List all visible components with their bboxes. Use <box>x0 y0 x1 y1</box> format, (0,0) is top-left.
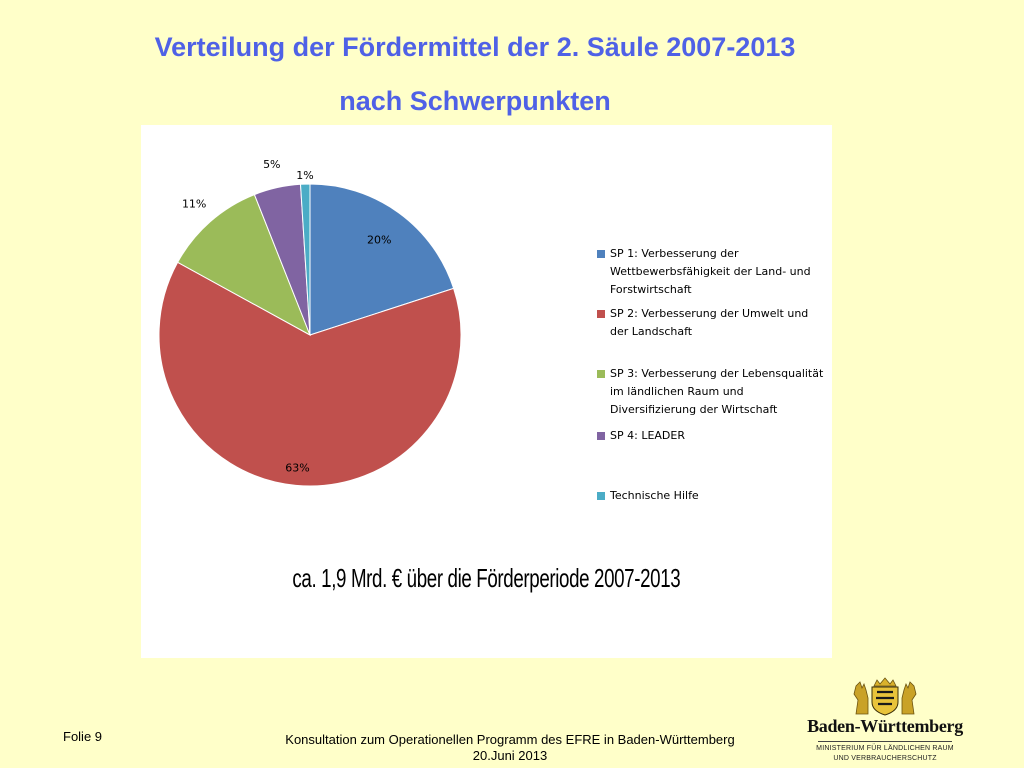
footer-line-1: Konsultation zum Operationellen Programm… <box>285 732 735 747</box>
slide-number: Folie 9 <box>63 729 103 744</box>
pie-label-sp4: 5% <box>263 158 280 171</box>
pie-label-sp2: 63% <box>285 461 309 474</box>
logo-divider <box>818 741 952 742</box>
slide-title: Verteilung der Fördermittel der 2. Säule… <box>154 32 796 62</box>
legend-swatch-sp3 <box>597 370 605 378</box>
legend-item-technische-hilfe: Technische Hilfe <box>597 487 827 505</box>
logo-name: Baden-Württemberg <box>807 716 963 736</box>
pie-label-sp3: 11% <box>182 198 206 211</box>
legend-item-sp4: SP 4: LEADER <box>597 427 827 445</box>
legend-swatch-technische-hilfe <box>597 492 605 500</box>
slide-subtitle: nach Schwerpunkten <box>339 86 611 116</box>
summary-text: ca. 1,9 Mrd. € über die Förderperiode 20… <box>292 563 681 593</box>
summary-caption: ca. 1,9 Mrd. € über die Förderperiode 20… <box>141 563 832 594</box>
legend-label-sp1: SP 1: Verbesserung der Wettbewerbsfähigk… <box>610 247 811 296</box>
chart-panel: 20% 63% 11% 5% 1% SP 1: Verbesserung der Wet… <box>141 125 832 658</box>
pie-label-sp1: 20% <box>367 234 391 247</box>
legend-item-sp3: SP 3: Verbesserung der Lebensqualität im… <box>597 365 827 419</box>
legend-swatch-sp2 <box>597 310 605 318</box>
baden-wuerttemberg-logo: Baden-Württemberg MINISTERIUM FÜR LÄNDLI… <box>800 676 970 766</box>
legend-item-sp1: SP 1: Verbesserung der Wettbewerbsfähigk… <box>597 245 827 299</box>
pie-slice-sp1 <box>309 183 455 336</box>
pie-chart: 20% 63% 11% 5% 1% <box>158 158 462 487</box>
footer-text: Konsultation zum Operationellen Programm… <box>260 732 760 764</box>
coat-of-arms-icon <box>853 677 917 716</box>
pie-slice-technische-hilfe <box>299 183 311 336</box>
logo-subtitle-2: UND VERBRAUCHERSCHUTZ <box>833 755 937 762</box>
pie-label-technische-hilfe: 1% <box>296 169 313 182</box>
legend-swatch-sp1 <box>597 250 605 258</box>
footer-line-2: 20.Juni 2013 <box>472 748 548 763</box>
legend-item-sp2: SP 2: Verbesserung der Umwelt und der La… <box>597 305 827 341</box>
logo-subtitle-1: MINISTERIUM FÜR LÄNDLICHEN RAUM <box>816 745 954 752</box>
legend-label-sp2: SP 2: Verbesserung der Umwelt und der La… <box>610 307 809 338</box>
legend-label-sp4: SP 4: LEADER <box>610 429 685 442</box>
legend-label-technische-hilfe: Technische Hilfe <box>610 489 699 502</box>
legend-swatch-sp4 <box>597 432 605 440</box>
legend-label-sp3: SP 3: Verbesserung der Lebensqualität im… <box>610 367 824 416</box>
pie-slice-sp3 <box>176 193 311 337</box>
pie-slice-sp2 <box>158 261 462 487</box>
